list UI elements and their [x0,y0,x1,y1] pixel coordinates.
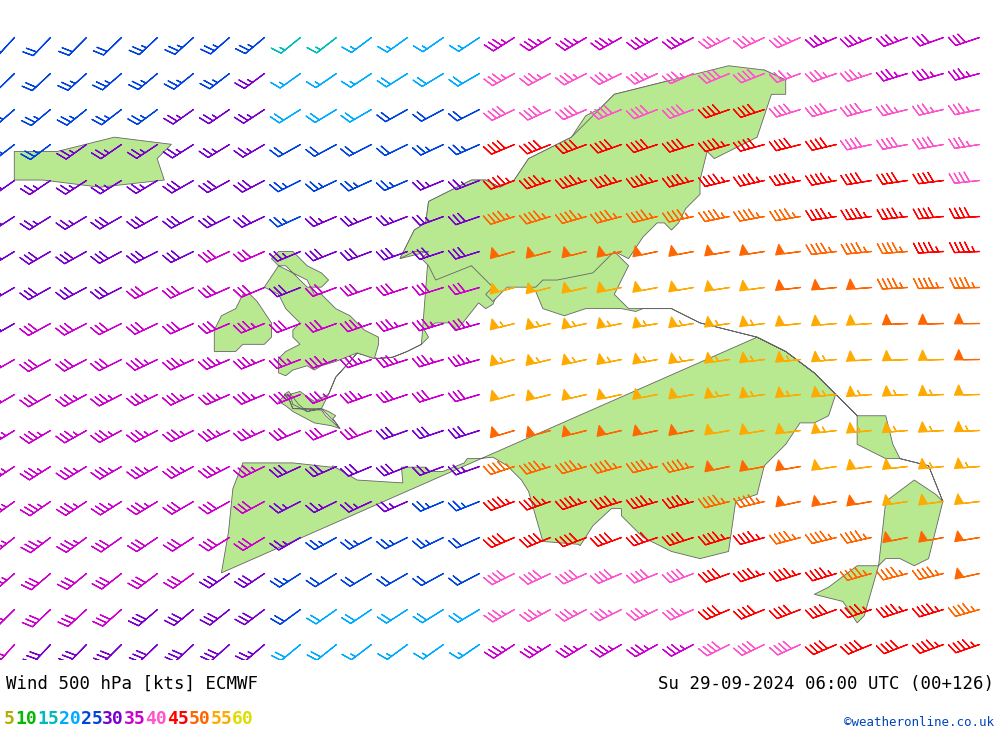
Polygon shape [264,251,379,376]
Text: 40: 40 [145,710,167,728]
Text: ©weatheronline.co.uk: ©weatheronline.co.uk [844,716,994,729]
Text: 10: 10 [16,710,38,728]
Text: 50: 50 [189,710,210,728]
Text: 20: 20 [59,710,81,728]
Text: 60: 60 [232,710,254,728]
Text: 35: 35 [124,710,146,728]
Text: 45: 45 [167,710,189,728]
Polygon shape [400,66,786,301]
Polygon shape [14,137,171,187]
Text: 30: 30 [102,710,124,728]
Text: 5: 5 [4,710,15,728]
Text: 55: 55 [210,710,232,728]
Text: 15: 15 [37,710,59,728]
Text: Wind 500 hPa [kts] ECMWF: Wind 500 hPa [kts] ECMWF [6,674,258,693]
Polygon shape [221,70,943,623]
Text: 25: 25 [81,710,102,728]
Text: Su 29-09-2024 06:00 UTC (00+126): Su 29-09-2024 06:00 UTC (00+126) [658,674,994,693]
Polygon shape [214,295,271,351]
